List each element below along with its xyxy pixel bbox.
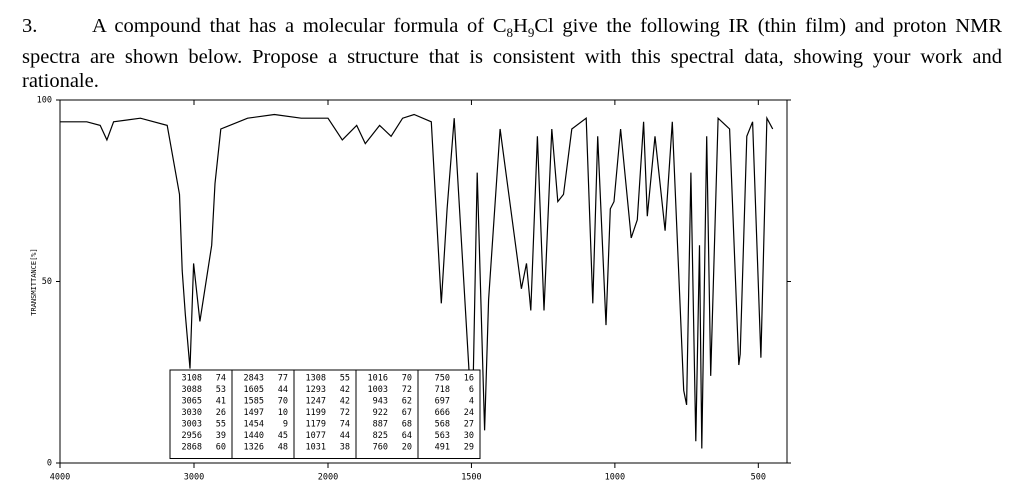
formula-subscript: 9 <box>527 25 535 41</box>
peak-wavenumber: 1247 <box>306 397 326 407</box>
peak-wavenumber: 1605 <box>244 385 264 395</box>
y-axis-label: TRANSMITTANCE[%] <box>30 248 38 315</box>
peak-intensity: 72 <box>340 408 350 418</box>
peak-wavenumber: 750 <box>435 374 450 384</box>
x-tick-label: 2000 <box>318 473 338 483</box>
peak-wavenumber: 922 <box>373 408 388 418</box>
peak-intensity: 74 <box>340 420 350 430</box>
peak-intensity: 44 <box>340 431 350 441</box>
peak-wavenumber: 1497 <box>244 408 264 418</box>
peak-wavenumber: 1179 <box>306 420 326 430</box>
peak-intensity: 70 <box>402 374 412 384</box>
formula: C8H9Cl <box>492 15 554 41</box>
peak-wavenumber: 568 <box>435 420 450 430</box>
x-tick-label: 1000 <box>605 473 625 483</box>
peak-wavenumber: 3088 <box>182 385 202 395</box>
y-tick-label: 100 <box>37 96 52 106</box>
peak-intensity: 42 <box>340 397 350 407</box>
peak-wavenumber: 3030 <box>182 408 202 418</box>
peak-wavenumber: 1003 <box>368 385 388 395</box>
peak-intensity: 38 <box>340 443 350 453</box>
x-tick-label: 3000 <box>184 473 204 483</box>
formula-part: Cl <box>534 15 554 37</box>
peak-wavenumber: 2843 <box>244 374 264 384</box>
peak-intensity: 41 <box>216 397 226 407</box>
x-tick-label: 4000 <box>50 473 70 483</box>
peak-table <box>169 369 481 459</box>
x-tick-label: 500 <box>751 473 766 483</box>
peak-intensity: 4 <box>469 397 474 407</box>
peak-wavenumber: 760 <box>373 443 388 453</box>
peak-wavenumber: 563 <box>435 431 450 441</box>
peak-wavenumber: 943 <box>373 397 388 407</box>
peak-intensity: 77 <box>278 374 288 384</box>
peak-wavenumber: 491 <box>435 443 450 453</box>
peak-wavenumber: 1326 <box>244 443 264 453</box>
peak-intensity: 67 <box>402 408 412 418</box>
peak-wavenumber: 887 <box>373 420 388 430</box>
formula-part: H <box>513 15 528 37</box>
peak-wavenumber: 666 <box>435 408 450 418</box>
y-tick-label: 50 <box>42 277 52 287</box>
peak-intensity: 39 <box>216 431 226 441</box>
peak-wavenumber: 1077 <box>306 431 326 441</box>
peak-wavenumber: 1454 <box>244 420 264 430</box>
peak-wavenumber: 718 <box>435 385 450 395</box>
x-tick-label: 1500 <box>461 473 481 483</box>
peak-intensity: 68 <box>402 420 412 430</box>
peak-intensity: 72 <box>402 385 412 395</box>
peak-intensity: 55 <box>216 420 226 430</box>
peak-intensity: 27 <box>464 420 474 430</box>
question-text: A compound that has a molecular formula … <box>92 15 493 37</box>
peak-intensity: 10 <box>278 408 288 418</box>
peak-intensity: 9 <box>283 420 288 430</box>
peak-wavenumber: 1199 <box>306 408 326 418</box>
peak-wavenumber: 1308 <box>306 374 326 384</box>
formula-subscript: 8 <box>506 25 514 41</box>
peak-wavenumber: 1440 <box>244 431 264 441</box>
peak-wavenumber: 2956 <box>182 431 202 441</box>
peak-wavenumber: 2868 <box>182 443 202 453</box>
peak-intensity: 20 <box>402 443 412 453</box>
peak-intensity: 24 <box>464 408 474 418</box>
peak-wavenumber: 3108 <box>182 374 202 384</box>
peak-intensity: 6 <box>469 385 474 395</box>
y-tick-label: 0 <box>47 459 52 469</box>
spectrum-line <box>60 113 774 449</box>
question: 3. A compound that has a molecular formul… <box>22 14 1002 93</box>
peak-intensity: 70 <box>278 397 288 407</box>
peak-intensity: 26 <box>216 408 226 418</box>
peak-intensity: 44 <box>278 385 288 395</box>
peak-wavenumber: 1293 <box>306 385 326 395</box>
question-text: give the following IR (thin film) and pr… <box>22 15 1002 93</box>
peak-intensity: 60 <box>216 443 226 453</box>
peak-wavenumber: 1031 <box>306 443 326 453</box>
peak-intensity: 74 <box>216 374 226 384</box>
peak-intensity: 55 <box>340 374 350 384</box>
peak-intensity: 45 <box>278 431 288 441</box>
peak-intensity: 53 <box>216 385 226 395</box>
peak-intensity: 48 <box>278 443 288 453</box>
peak-intensity: 30 <box>464 431 474 441</box>
peak-wavenumber: 3065 <box>182 397 202 407</box>
peak-wavenumber: 3003 <box>182 420 202 430</box>
peak-intensity: 62 <box>402 397 412 407</box>
peak-intensity: 16 <box>464 374 474 384</box>
formula-part: C <box>492 15 507 37</box>
peak-intensity: 64 <box>402 431 412 441</box>
peak-intensity: 42 <box>340 385 350 395</box>
peak-intensity: 29 <box>464 443 474 453</box>
peak-wavenumber: 697 <box>435 397 450 407</box>
peak-wavenumber: 1585 <box>244 397 264 407</box>
peak-wavenumber: 825 <box>373 431 388 441</box>
question-number: 3. <box>22 15 38 37</box>
peak-wavenumber: 1016 <box>368 374 388 384</box>
